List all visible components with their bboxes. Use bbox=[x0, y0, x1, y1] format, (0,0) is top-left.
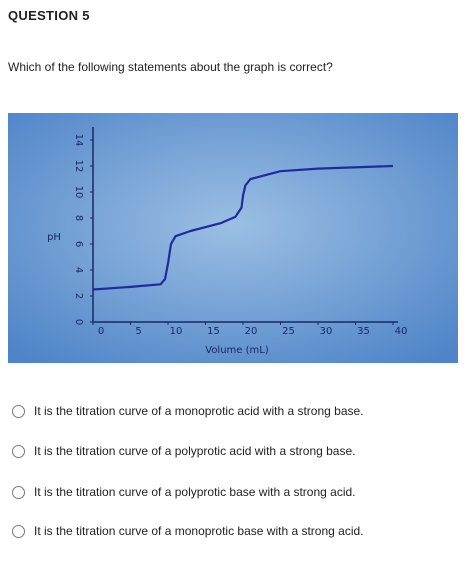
x-tick-label: 25 bbox=[282, 326, 295, 337]
radio-button[interactable] bbox=[12, 524, 25, 538]
question-title: QUESTION 5 bbox=[8, 8, 90, 23]
answer-option[interactable]: It is the titration curve of a monoproti… bbox=[12, 524, 364, 538]
question-text: Which of the following statements about … bbox=[8, 60, 333, 74]
graph-image: pH Volume (mL) 0 2 4 6 8 10 12 14 0 5 10 15 20 25 30 35… bbox=[8, 113, 458, 363]
answer-option[interactable]: It is the titration curve of a polyproti… bbox=[12, 444, 356, 458]
x-tick-label: 0 bbox=[98, 326, 104, 337]
y-axis-label: pH bbox=[47, 232, 61, 243]
x-tick-label: 10 bbox=[170, 326, 183, 337]
x-axis-label: Volume (mL) bbox=[205, 345, 269, 356]
y-tick-label: 6 bbox=[73, 241, 84, 247]
x-tick-label: 20 bbox=[245, 326, 258, 337]
answer-option[interactable]: It is the titration curve of a monoproti… bbox=[12, 404, 364, 418]
y-tick-label: 12 bbox=[73, 160, 84, 173]
x-tick-label: 15 bbox=[207, 326, 220, 337]
option-text: It is the titration curve of a polyproti… bbox=[34, 485, 356, 499]
titration-curve bbox=[92, 164, 394, 291]
option-text: It is the titration curve of a monoproti… bbox=[34, 404, 364, 418]
option-text: It is the titration curve of a monoproti… bbox=[34, 524, 364, 538]
y-tick-label: 4 bbox=[73, 267, 84, 273]
option-text: It is the titration curve of a polyproti… bbox=[34, 444, 356, 458]
y-tick-label: 2 bbox=[73, 293, 84, 299]
radio-button[interactable] bbox=[12, 485, 25, 499]
y-tick-label: 0 bbox=[73, 319, 84, 325]
y-tick-label: 14 bbox=[73, 134, 84, 147]
radio-button[interactable] bbox=[12, 444, 25, 458]
x-tick-label: 35 bbox=[357, 326, 370, 337]
radio-button[interactable] bbox=[12, 404, 25, 418]
x-tick-label: 5 bbox=[135, 326, 141, 337]
graph-background bbox=[8, 113, 458, 363]
y-tick-label: 10 bbox=[73, 186, 84, 199]
answer-option[interactable]: It is the titration curve of a polyproti… bbox=[12, 485, 356, 499]
x-tick-label: 40 bbox=[395, 326, 408, 337]
x-tick-label: 30 bbox=[320, 326, 333, 337]
y-tick-label: 8 bbox=[73, 215, 84, 221]
